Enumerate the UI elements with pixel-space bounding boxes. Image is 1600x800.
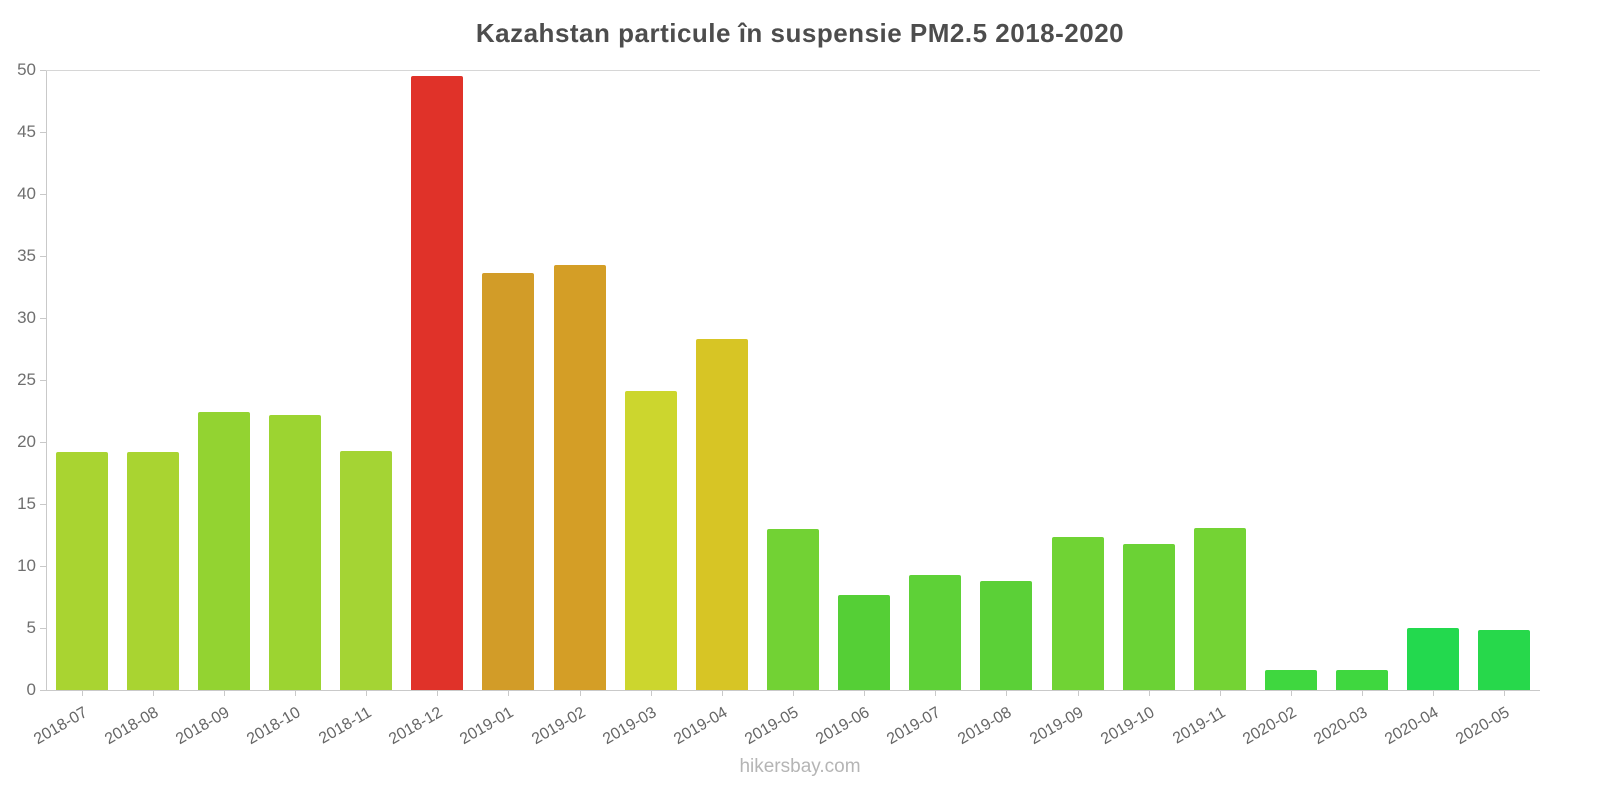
x-tick-mark	[1077, 690, 1079, 696]
x-tick-mark	[366, 690, 368, 696]
x-tick-mark	[1504, 690, 1506, 696]
y-tick-mark	[40, 690, 46, 691]
y-tick-label: 45	[17, 122, 36, 141]
y-tick-label: 25	[17, 370, 36, 389]
y-tick-mark	[40, 132, 46, 133]
bar	[624, 391, 677, 690]
bar	[1265, 670, 1317, 690]
y-tick-mark	[40, 256, 46, 257]
y-tick-mark	[40, 504, 46, 505]
bar	[767, 528, 819, 690]
bar	[197, 412, 250, 690]
x-tick-mark	[223, 690, 225, 696]
bar	[695, 339, 748, 690]
bar	[1193, 527, 1246, 690]
chart-title: Kazahstan particule în suspensie PM2.5 2…	[475, 18, 1125, 48]
y-axis-line	[46, 70, 47, 690]
x-tick-mark	[1291, 690, 1292, 696]
bar	[909, 574, 962, 690]
y-tick-label: 40	[17, 184, 36, 203]
y-tick-mark	[40, 380, 46, 381]
bar	[269, 414, 321, 690]
bar	[55, 451, 108, 690]
y-tick-label: 50	[17, 60, 36, 79]
bar	[1478, 630, 1531, 690]
y-tick-label: 0	[26, 680, 36, 699]
x-tick-mark	[1433, 690, 1435, 696]
x-tick-mark	[152, 690, 154, 696]
y-tick-mark	[40, 194, 46, 195]
y-tick-mark	[40, 628, 46, 629]
x-tick-mark	[721, 690, 723, 696]
x-tick-mark	[650, 690, 652, 696]
x-tick-mark	[579, 690, 581, 696]
x-tick-mark	[1362, 690, 1364, 696]
x-tick-mark	[1006, 690, 1008, 696]
y-tick-mark	[40, 442, 46, 443]
x-tick-mark	[1219, 690, 1221, 696]
watermark: hikersbay.com	[739, 756, 861, 777]
x-tick-mark	[437, 690, 439, 696]
x-tick-mark	[508, 690, 510, 696]
bar	[126, 451, 179, 690]
bar	[1122, 543, 1175, 690]
bar	[980, 580, 1033, 690]
x-tick-mark	[295, 690, 296, 696]
x-tick-mark	[1148, 690, 1150, 696]
bar	[411, 76, 464, 690]
x-tick-mark	[935, 690, 937, 696]
y-tick-label: 20	[17, 432, 36, 451]
x-tick-mark	[81, 690, 83, 696]
bar	[1407, 628, 1460, 690]
y-tick-label: 5	[26, 618, 36, 637]
bar	[1051, 537, 1104, 690]
y-tick-mark	[40, 318, 46, 319]
y-tick-label: 30	[17, 308, 36, 327]
x-tick-mark	[793, 690, 794, 696]
bar	[838, 594, 891, 690]
bar	[553, 264, 606, 690]
y-tick-mark	[40, 70, 46, 71]
bar	[340, 450, 393, 690]
top-gridline	[46, 70, 1540, 71]
bar	[482, 273, 535, 690]
y-tick-label: 35	[17, 246, 36, 265]
x-tick-mark	[864, 690, 866, 696]
y-tick-mark	[40, 566, 46, 567]
y-tick-label: 10	[17, 556, 36, 575]
y-tick-label: 15	[17, 494, 36, 513]
bar	[1336, 670, 1389, 690]
